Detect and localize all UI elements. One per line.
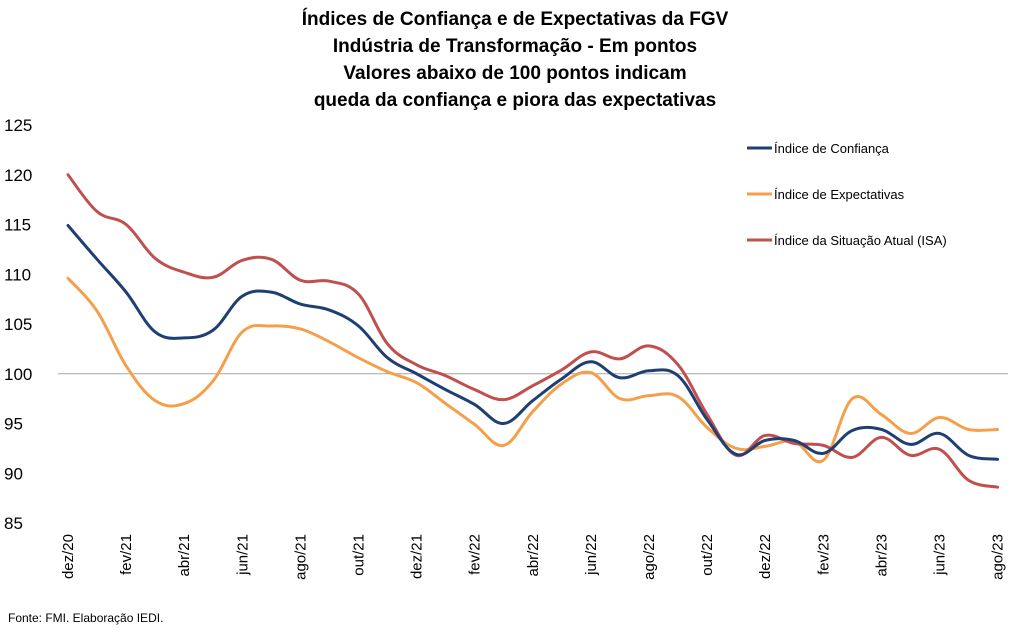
chart-title-line-1: Índices de Confiança e de Expectativas d…	[302, 8, 729, 30]
x-tick-label: ago/21	[292, 534, 309, 580]
y-tick-label: 125	[4, 116, 32, 135]
x-tick-label: dez/21	[409, 534, 426, 579]
x-tick-label: ago/23	[990, 534, 1007, 580]
series-line-1	[66, 276, 1000, 464]
series-line-0	[66, 223, 1000, 461]
chart-title-line-3: Valores abaixo de 100 pontos indicam	[343, 63, 686, 84]
x-tick-label: dez/20	[60, 534, 77, 579]
legend: Índice de Confiança Índice de Expectativa…	[747, 141, 947, 248]
y-tick-label: 100	[4, 365, 32, 384]
x-tick-label: dez/22	[757, 534, 774, 579]
chart-title: Índices de Confiança e de Expectativas d…	[302, 8, 729, 111]
legend-label: Índice de Expectativas	[774, 187, 905, 202]
x-tick-label: out/22	[699, 534, 716, 576]
y-tick-label: 95	[4, 415, 23, 434]
source-note: Fonte: FMI. Elaboração IEDI.	[8, 611, 163, 625]
x-tick-label: abr/22	[525, 534, 542, 577]
x-tick-label: jun/23	[932, 534, 949, 576]
y-tick-label: 105	[4, 315, 32, 334]
y-tick-label: 115	[4, 216, 31, 235]
x-tick-label: abr/23	[873, 534, 890, 577]
x-tick-label: fev/22	[467, 534, 484, 575]
y-tick-label: 85	[4, 514, 23, 533]
x-tick-label: out/21	[351, 534, 368, 576]
x-tick-label: jun/22	[583, 534, 600, 576]
x-tick-label: jun/21	[234, 534, 251, 576]
y-tick-label: 110	[4, 265, 31, 284]
x-tick-label: fev/23	[815, 534, 832, 575]
series-line-2	[66, 173, 1000, 489]
chart-title-line-4: queda da confiança e piora das expectati…	[314, 90, 716, 111]
x-tick-label: fev/21	[118, 534, 135, 575]
x-tick-label: abr/21	[176, 534, 193, 577]
series-lines	[66, 173, 1000, 489]
chart-title-line-2: Indústria de Transformação - Em pontos	[333, 36, 697, 57]
y-tick-label: 120	[4, 166, 32, 185]
legend-label: Índice de Confiança	[774, 141, 890, 156]
y-tick-label: 90	[4, 464, 23, 483]
x-tick-label: ago/22	[641, 534, 658, 580]
x-axis: dez/20 fev/21 abr/21 jun/21 ago/21 out/21 dez/…	[60, 534, 1007, 580]
y-axis: 85 90 95 100 105 110 115 120 125	[4, 116, 32, 533]
legend-label: Índice da Situação Atual (ISA)	[774, 233, 947, 248]
